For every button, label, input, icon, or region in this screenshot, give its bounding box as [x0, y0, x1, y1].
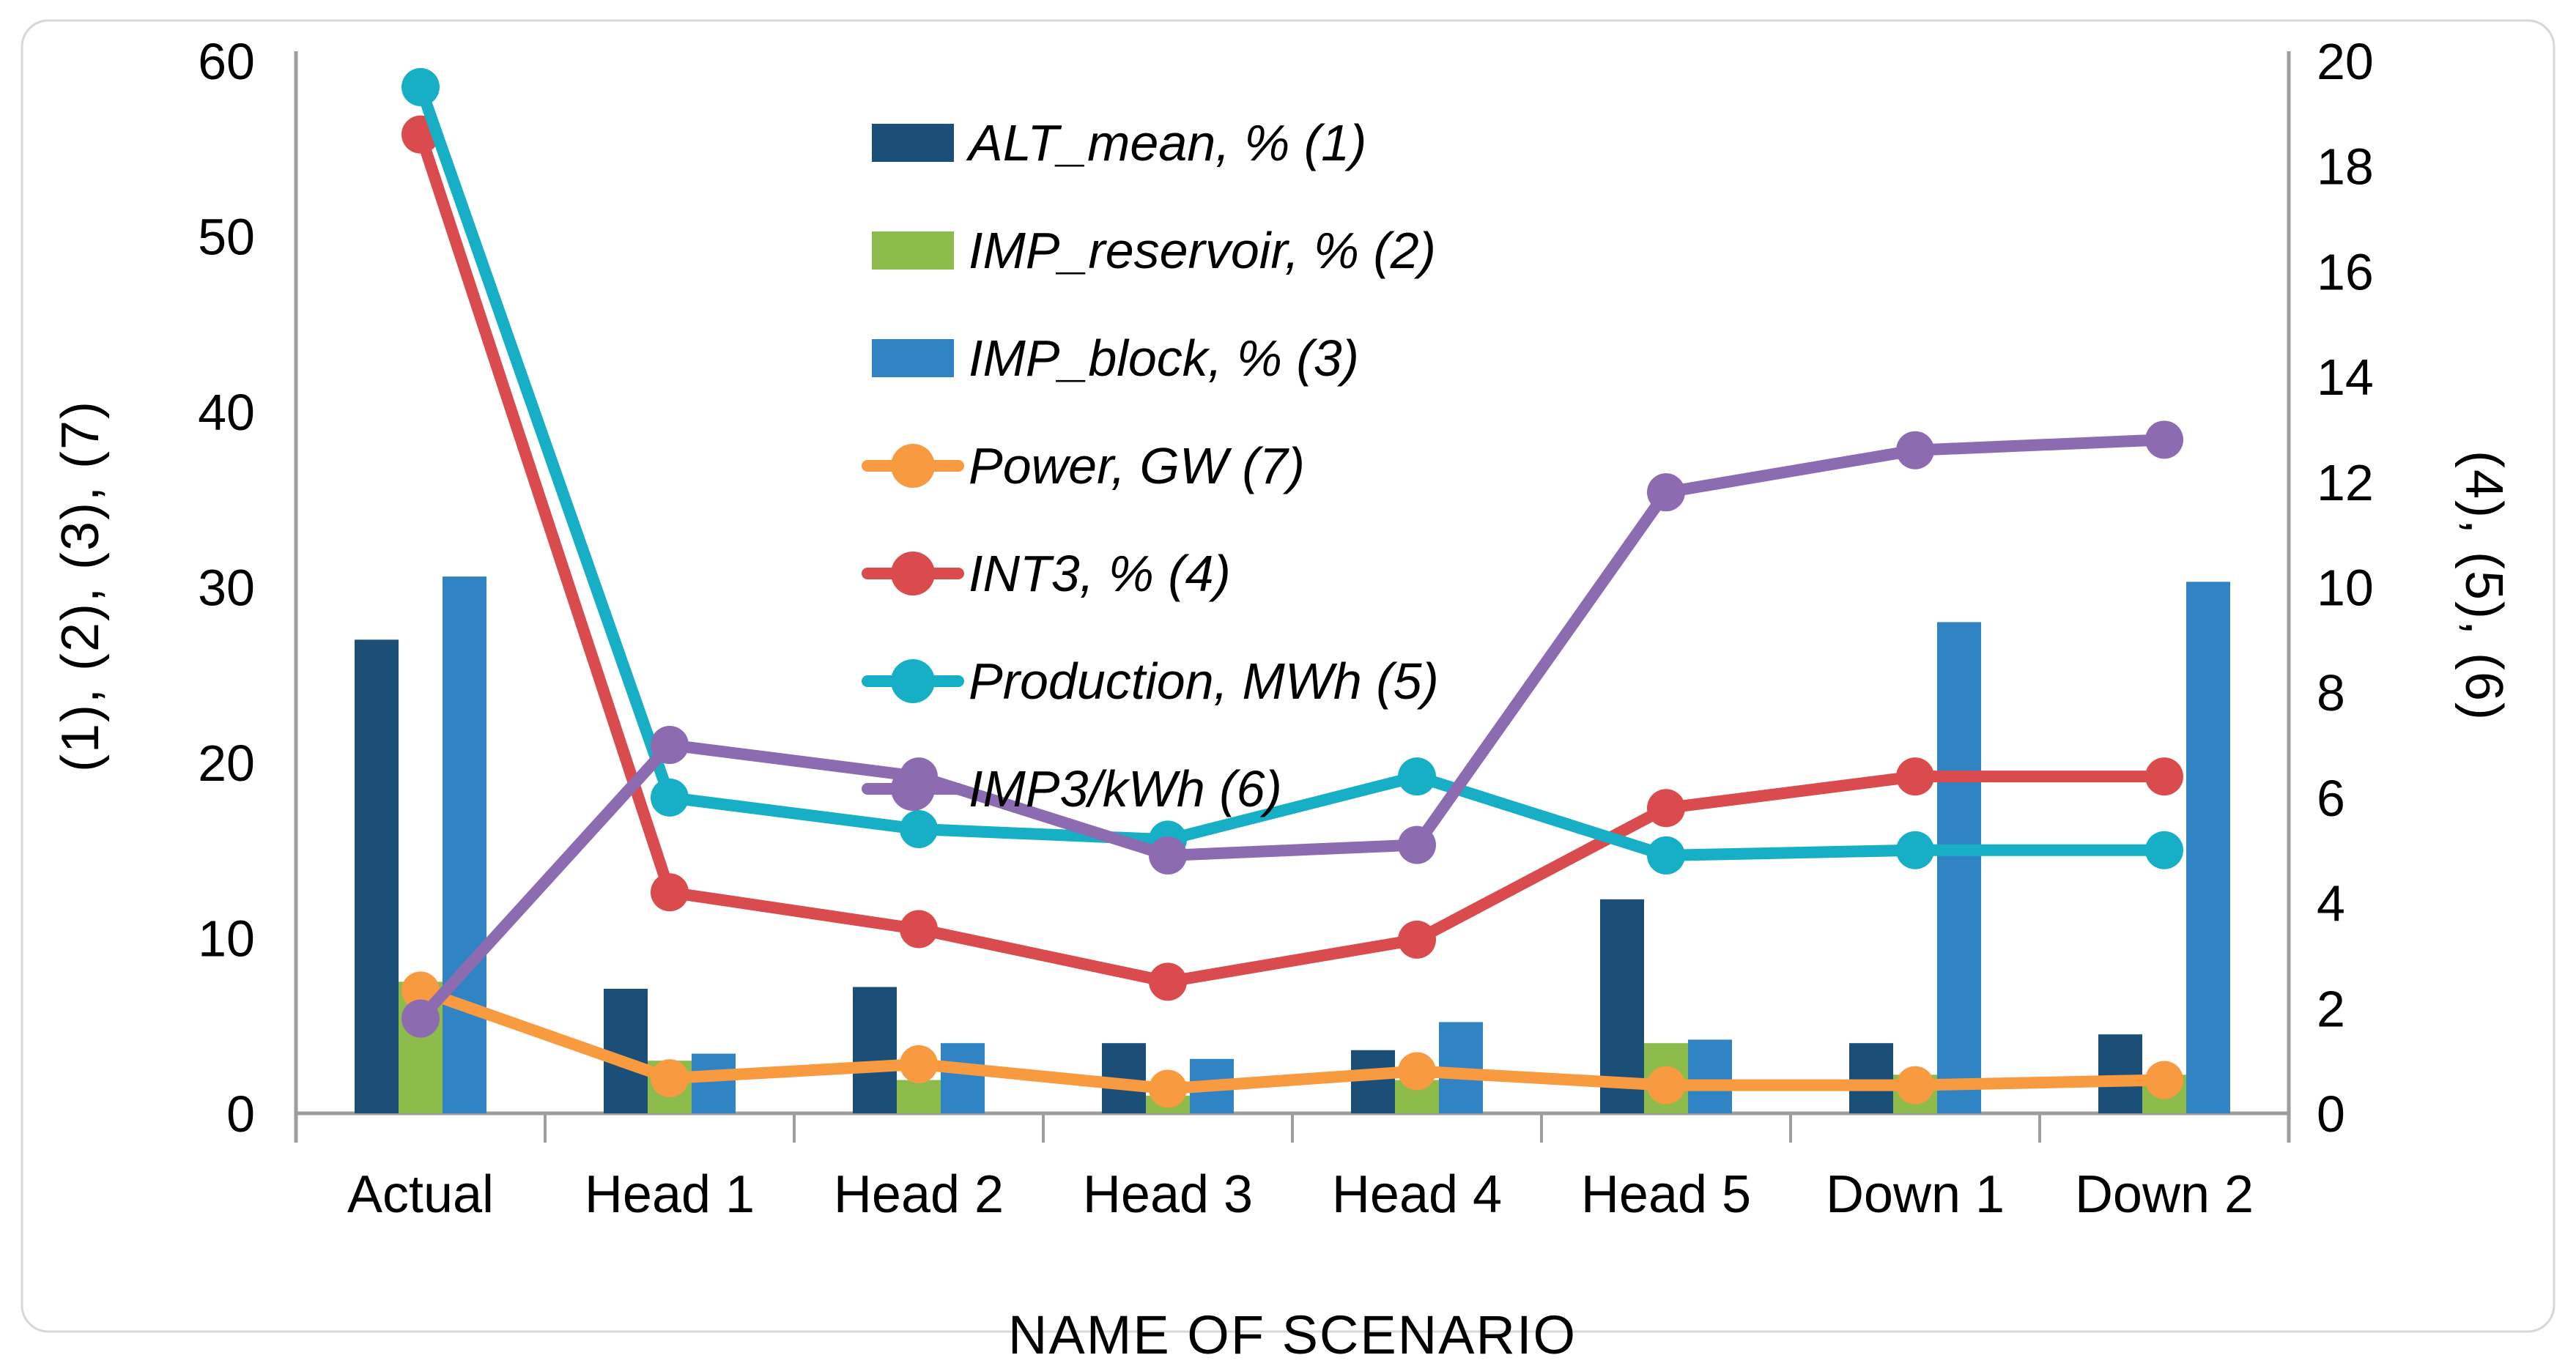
bar-imp-block-3-down-1	[1937, 622, 1981, 1113]
x-axis-title: NAME OF SCENARIO	[1007, 1304, 1577, 1365]
marker-int3-4-down-2	[2145, 757, 2183, 796]
left-axis-tick-label: 0	[226, 1085, 255, 1143]
marker-imp3-kwh-6-actual	[401, 999, 440, 1038]
bar-imp-block-3-head-1	[692, 1053, 736, 1113]
marker-power-gw-7-head-4	[1398, 1052, 1436, 1091]
right-axis-tick-label: 14	[2317, 349, 2374, 406]
marker-int3-4-head-4	[1398, 920, 1436, 959]
marker-production-mwh-5-head-5	[1647, 836, 1685, 875]
marker-power-gw-7-head-3	[1149, 1069, 1187, 1108]
x-category-label: Down 1	[1826, 1165, 2005, 1224]
bar-imp-reservoir-2-head-2	[897, 1080, 941, 1113]
legend-marker-production-mwh-5	[891, 659, 935, 703]
line-power-gw-7	[415, 984, 2170, 1095]
marker-int3-4-head-1	[651, 873, 689, 912]
x-category-label: Actual	[347, 1165, 494, 1224]
x-category-label: Head 1	[585, 1165, 755, 1224]
legend-marker-power-gw-7	[891, 444, 935, 488]
right-axis-tick-label: 8	[2317, 664, 2345, 721]
left-axis-title: (1), (2), (3), (7)	[51, 399, 110, 773]
marker-imp3-kwh-6-head-4	[1398, 825, 1436, 864]
legend-swatch-imp-block-3	[872, 339, 954, 377]
right-axis-tick-label: 4	[2317, 875, 2345, 932]
legend-label-power-gw-7: Power, GW (7)	[969, 437, 1305, 494]
right-axis-tick-label: 2	[2317, 980, 2345, 1037]
right-axis-title: (4), (5), (6)	[2454, 450, 2513, 722]
marker-power-gw-7-head-5	[1647, 1066, 1685, 1105]
right-axis-tick-label: 20	[2317, 33, 2374, 90]
marker-int3-4-head-2	[900, 910, 938, 949]
marker-production-mwh-5-head-1	[651, 778, 689, 817]
legend-label-int3-4: INT3, % (4)	[969, 545, 1231, 602]
right-axis-tick-label: 10	[2317, 560, 2374, 617]
marker-production-mwh-5-down-1	[1896, 831, 1934, 869]
legend-marker-imp3-kwh-6	[891, 767, 935, 811]
right-axis-tick-label: 16	[2317, 243, 2374, 300]
bar-imp-block-3-head-5	[1688, 1039, 1732, 1113]
left-axis-tick-label: 40	[198, 384, 255, 441]
right-axis-tick-label: 6	[2317, 770, 2345, 827]
marker-power-gw-7-down-2	[2145, 1061, 2183, 1099]
x-category-label: Down 2	[2075, 1165, 2254, 1224]
bar-alt-mean-1-head-1	[604, 988, 648, 1113]
bar-alt-mean-1-actual	[355, 639, 399, 1113]
legend-label-alt-mean-1: ALT_mean, % (1)	[966, 114, 1366, 171]
right-axis-tick-label: 12	[2317, 454, 2374, 511]
marker-int3-4-down-1	[1896, 757, 1934, 796]
x-category-label: Head 3	[1083, 1165, 1253, 1224]
marker-int3-4-head-3	[1149, 962, 1187, 1001]
x-category-label: Head 4	[1332, 1165, 1502, 1224]
bar-alt-mean-1-head-2	[853, 987, 897, 1113]
x-category-label: Head 5	[1581, 1165, 1751, 1224]
line-production-mwh-5	[415, 81, 2170, 861]
right-axis-tick-label: 0	[2317, 1085, 2345, 1143]
marker-imp3-kwh-6-down-2	[2145, 420, 2183, 459]
legend-label-imp-block-3: IMP_block, % (3)	[969, 330, 1359, 387]
legend-label-imp-reservoir-2: IMP_reservoir, % (2)	[969, 222, 1436, 279]
bar-imp-block-3-down-2	[2186, 582, 2230, 1113]
marker-production-mwh-5-actual	[401, 67, 440, 106]
marker-power-gw-7-head-1	[651, 1059, 689, 1098]
marker-production-mwh-5-head-2	[900, 810, 938, 849]
marker-imp3-kwh-6-head-3	[1149, 836, 1187, 875]
marker-imp3-kwh-6-down-1	[1896, 431, 1934, 469]
bar-imp-block-3-actual	[443, 576, 486, 1113]
marker-imp3-kwh-6-head-5	[1647, 473, 1685, 512]
marker-int3-4-head-5	[1647, 789, 1685, 828]
figure-border	[21, 19, 2555, 1333]
marker-power-gw-7-head-2	[900, 1044, 938, 1083]
x-category-label: Head 2	[834, 1165, 1004, 1224]
marker-production-mwh-5-head-4	[1398, 757, 1436, 796]
bar-imp-block-3-head-2	[941, 1043, 985, 1113]
marker-production-mwh-5-down-2	[2145, 831, 2183, 869]
legend-swatch-alt-mean-1	[872, 124, 954, 162]
legend-marker-int3-4	[891, 552, 935, 595]
line-imp3-kwh-6	[415, 434, 2170, 1025]
marker-imp3-kwh-6-head-1	[651, 726, 689, 765]
left-axis-tick-label: 10	[198, 910, 255, 968]
bar-alt-mean-1-head-4	[1351, 1050, 1395, 1113]
line-int3-4	[415, 128, 2170, 988]
legend-swatch-imp-reservoir-2	[872, 231, 954, 270]
left-axis-tick-label: 60	[198, 33, 255, 90]
left-axis-tick-label: 20	[198, 735, 255, 792]
left-axis-tick-label: 30	[198, 560, 255, 617]
legend-label-production-mwh-5: Production, MWh (5)	[969, 653, 1439, 710]
marker-power-gw-7-down-1	[1896, 1066, 1934, 1105]
bar-alt-mean-1-down-1	[1849, 1043, 1893, 1113]
left-axis-tick-label: 50	[198, 209, 255, 266]
legend-label-imp3-kwh-6: IMP3/kWh (6)	[969, 760, 1282, 817]
right-axis-tick-label: 18	[2317, 138, 2374, 196]
bar-alt-mean-1-down-2	[2098, 1034, 2142, 1113]
